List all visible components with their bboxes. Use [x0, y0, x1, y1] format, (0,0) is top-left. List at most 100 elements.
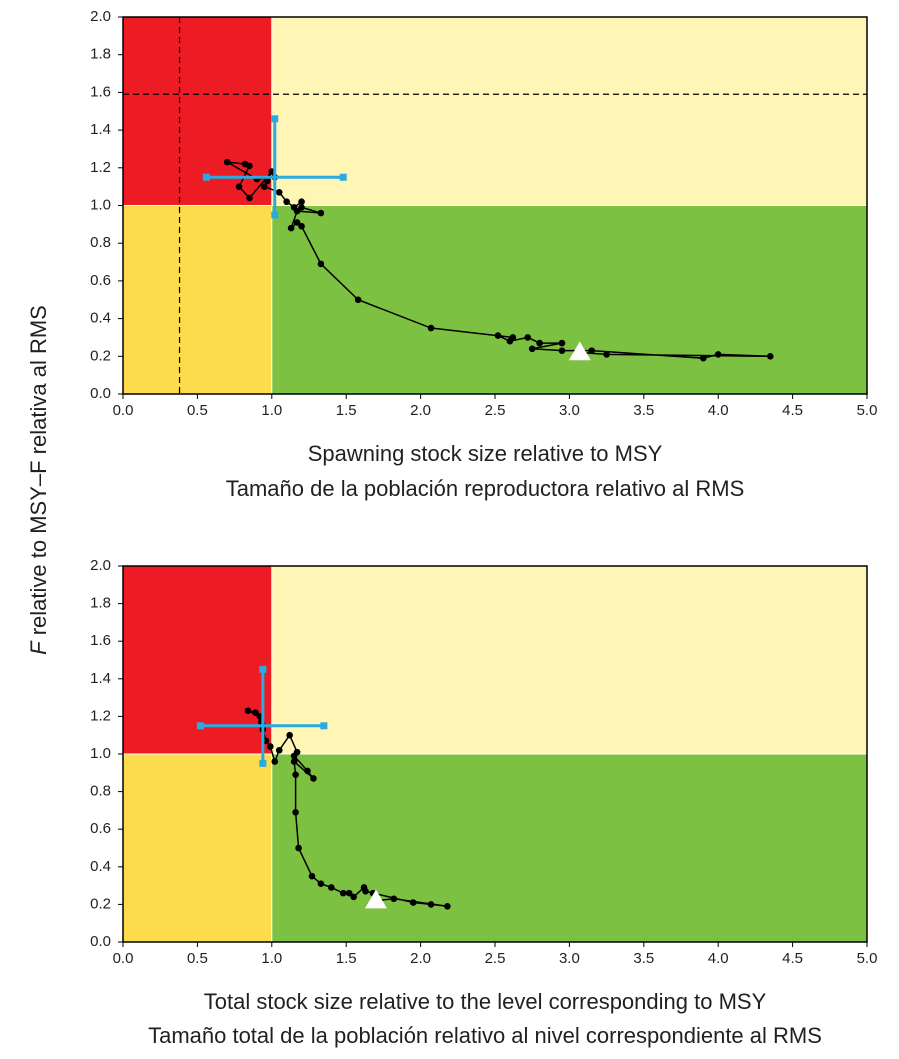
y-tick-label: 2.0: [90, 8, 111, 25]
trajectory-point: [603, 351, 610, 358]
x-tick-label: 2.5: [485, 950, 506, 967]
y-tick-label: 1.0: [90, 196, 111, 213]
zone: [271, 754, 867, 942]
trajectory-point: [287, 224, 295, 232]
start-marker: [364, 889, 387, 909]
x-tick-label: 0.0: [113, 950, 134, 967]
y-tick-label: 1.2: [90, 159, 111, 176]
y-tick-label: 0.2: [90, 895, 111, 912]
trajectory-point: [524, 334, 532, 341]
trajectory-point: [223, 158, 231, 166]
x-tick-label: 2.5: [485, 402, 506, 419]
x-tick-label: 3.5: [633, 950, 654, 967]
trajectory-point: [328, 884, 335, 891]
x-tick-label: 1.5: [336, 950, 357, 967]
trajectory-point: [290, 758, 298, 765]
x-tick-label: 3.0: [559, 402, 580, 419]
y-tick-label: 1.4: [90, 670, 111, 687]
zone: [123, 754, 272, 942]
y-tick-label: 0.0: [90, 385, 111, 402]
trajectory-point: [283, 198, 290, 206]
x-tick-label: 2.0: [410, 950, 431, 967]
trajectory-point: [235, 183, 243, 190]
x-tick-label: 2.0: [410, 402, 431, 419]
trajectory-point: [298, 198, 305, 206]
y-tick-label: 0.6: [90, 820, 111, 837]
trajectory-point: [293, 748, 301, 756]
y-label-emphasis: F: [26, 640, 51, 655]
trajectory-point: [354, 296, 362, 304]
trajectory-point: [509, 334, 517, 341]
y-tick-label: 1.0: [90, 745, 111, 762]
trajectory-point: [261, 183, 268, 190]
trajectory-point: [298, 204, 305, 211]
error-cap: [202, 173, 210, 181]
error-cap: [259, 759, 267, 767]
x-axis-label: Tamaño total de la población relativo al…: [148, 1023, 822, 1048]
y-tick-label: 0.8: [90, 783, 111, 800]
y-tick-label: 0.8: [90, 234, 111, 251]
x-tick-label: 5.0: [857, 950, 878, 967]
zone: [271, 566, 867, 754]
trajectory-point: [427, 324, 435, 332]
y-tick-label: 1.6: [90, 83, 111, 100]
trajectory-point: [588, 347, 596, 354]
trajectory-point: [244, 707, 252, 715]
y-axis-label: F relative to MSY–F relativa al RMS: [26, 305, 51, 655]
x-tick-label: 4.5: [782, 950, 803, 967]
trajectory-point: [304, 767, 311, 775]
x-tick-label: 1.0: [261, 402, 282, 419]
x-axis-label: Spawning stock size relative to MSY: [308, 441, 663, 466]
trajectory-point: [293, 219, 301, 226]
trajectory-point: [558, 347, 566, 354]
trajectory-point: [241, 160, 249, 168]
trajectory-point: [275, 189, 283, 196]
trajectory-point: [295, 844, 302, 852]
trajectory-point: [264, 177, 271, 185]
x-tick-label: 1.0: [261, 950, 282, 967]
trajectory-point: [528, 345, 536, 353]
trajectory-point: [292, 771, 299, 778]
trajectory-point: [339, 889, 347, 897]
y-tick-label: 0.6: [90, 272, 111, 289]
trajectory-point: [536, 339, 543, 347]
y-tick-label: 1.4: [90, 121, 111, 138]
error-cap: [320, 722, 328, 730]
trajectory-point: [290, 204, 298, 211]
y-tick-label: 0.4: [90, 858, 111, 875]
trajectory-point: [292, 808, 299, 816]
x-tick-label: 4.5: [782, 402, 803, 419]
x-tick-label: 1.5: [336, 402, 357, 419]
x-tick-label: 4.0: [708, 950, 729, 967]
y-tick-label: 1.8: [90, 595, 111, 612]
trajectory-point: [345, 889, 353, 897]
y-tick-label: 1.2: [90, 707, 111, 724]
y-label-text: relative to MSY–F relativa al RMS: [26, 305, 51, 641]
trajectory-point: [494, 332, 502, 339]
trajectory-point: [766, 353, 774, 360]
trajectory-point: [350, 893, 357, 901]
trajectory-point: [310, 775, 317, 782]
x-tick-label: 0.0: [113, 402, 134, 419]
trajectory-point: [286, 731, 293, 739]
start-marker: [568, 341, 591, 361]
trajectory-point: [360, 884, 368, 891]
x-tick-label: 0.5: [187, 950, 208, 967]
x-tick-label: 3.5: [633, 402, 654, 419]
trajectory-point: [390, 895, 398, 903]
trajectory-point: [444, 902, 451, 910]
trajectory-point: [427, 901, 435, 908]
y-tick-label: 1.8: [90, 46, 111, 63]
y-tick-label: 1.6: [90, 632, 111, 649]
y-tick-label: 0.2: [90, 347, 111, 364]
trajectory-point: [275, 746, 283, 754]
error-cap: [271, 211, 279, 219]
trajectory-point: [271, 758, 279, 765]
trajectory-point: [246, 194, 253, 202]
x-tick-label: 0.5: [187, 402, 208, 419]
trajectory-point: [317, 209, 325, 217]
zone: [271, 17, 867, 206]
trajectory-point: [298, 222, 305, 230]
error-cap: [339, 173, 347, 181]
